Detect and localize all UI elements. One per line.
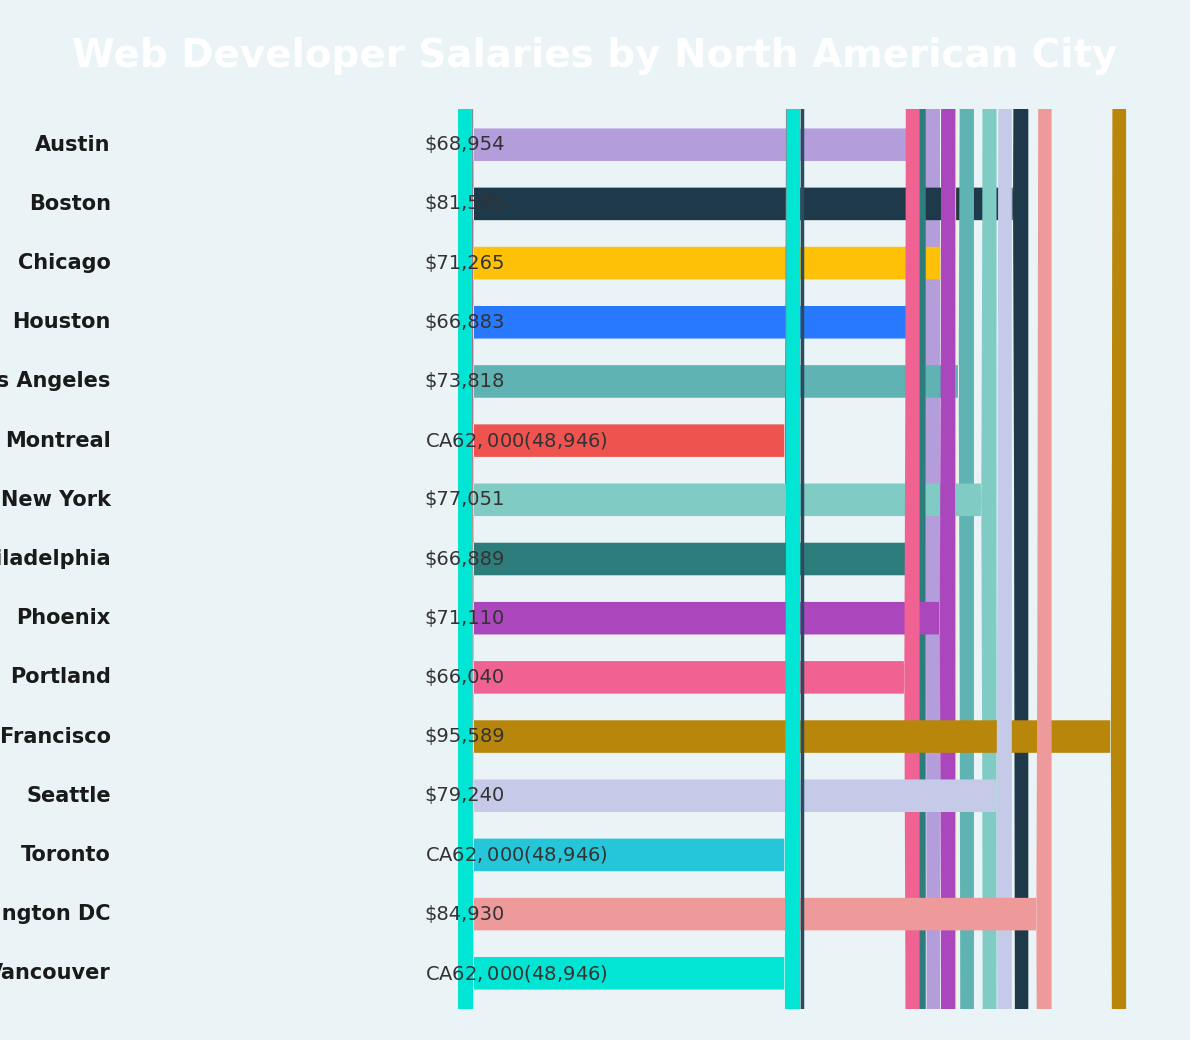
Text: $71,265: $71,265 bbox=[425, 254, 505, 272]
FancyBboxPatch shape bbox=[458, 0, 956, 1040]
FancyBboxPatch shape bbox=[458, 0, 926, 1040]
Text: Vancouver: Vancouver bbox=[0, 963, 111, 983]
Text: $81,595: $81,595 bbox=[425, 194, 506, 213]
FancyBboxPatch shape bbox=[458, 0, 800, 1040]
Text: $73,818: $73,818 bbox=[425, 372, 505, 391]
Text: CA$62,000 ($48,946): CA$62,000 ($48,946) bbox=[425, 844, 607, 865]
Text: Austin: Austin bbox=[36, 135, 111, 155]
FancyBboxPatch shape bbox=[458, 0, 1052, 1040]
Text: $77,051: $77,051 bbox=[425, 490, 505, 510]
Text: CA$62,000 ($48,946): CA$62,000 ($48,946) bbox=[425, 963, 607, 984]
Text: Montreal: Montreal bbox=[5, 431, 111, 450]
Text: $66,889: $66,889 bbox=[425, 549, 505, 569]
FancyBboxPatch shape bbox=[458, 0, 1028, 1040]
FancyBboxPatch shape bbox=[458, 0, 996, 1040]
Text: Toronto: Toronto bbox=[20, 844, 111, 865]
Text: Chicago: Chicago bbox=[18, 253, 111, 274]
FancyBboxPatch shape bbox=[458, 0, 800, 1040]
Text: Houston: Houston bbox=[12, 312, 111, 332]
Text: CA$62,000 ($48,946): CA$62,000 ($48,946) bbox=[425, 431, 607, 451]
Text: Washington DC: Washington DC bbox=[0, 904, 111, 925]
Text: Philadelphia: Philadelphia bbox=[0, 549, 111, 569]
FancyBboxPatch shape bbox=[458, 0, 800, 1040]
Text: Web Developer Salaries by North American City: Web Developer Salaries by North American… bbox=[73, 37, 1117, 75]
Text: $84,930: $84,930 bbox=[425, 905, 505, 924]
FancyBboxPatch shape bbox=[458, 0, 1012, 1040]
Text: New York: New York bbox=[1, 490, 111, 510]
Text: $68,954: $68,954 bbox=[425, 135, 505, 154]
Text: Seattle: Seattle bbox=[26, 786, 111, 806]
FancyBboxPatch shape bbox=[458, 0, 1126, 1040]
Text: Los Angeles: Los Angeles bbox=[0, 371, 111, 391]
FancyBboxPatch shape bbox=[458, 0, 920, 1040]
Text: $66,883: $66,883 bbox=[425, 313, 505, 332]
Text: Boston: Boston bbox=[29, 193, 111, 214]
Text: Portland: Portland bbox=[10, 668, 111, 687]
FancyBboxPatch shape bbox=[458, 0, 926, 1040]
Text: $95,589: $95,589 bbox=[425, 727, 506, 746]
FancyBboxPatch shape bbox=[458, 0, 940, 1040]
FancyBboxPatch shape bbox=[458, 0, 973, 1040]
Text: Phoenix: Phoenix bbox=[17, 608, 111, 628]
Text: $71,110: $71,110 bbox=[425, 608, 505, 628]
Text: San Francisco: San Francisco bbox=[0, 727, 111, 747]
Text: $79,240: $79,240 bbox=[425, 786, 505, 805]
FancyBboxPatch shape bbox=[458, 0, 956, 1040]
Text: $66,040: $66,040 bbox=[425, 668, 505, 686]
